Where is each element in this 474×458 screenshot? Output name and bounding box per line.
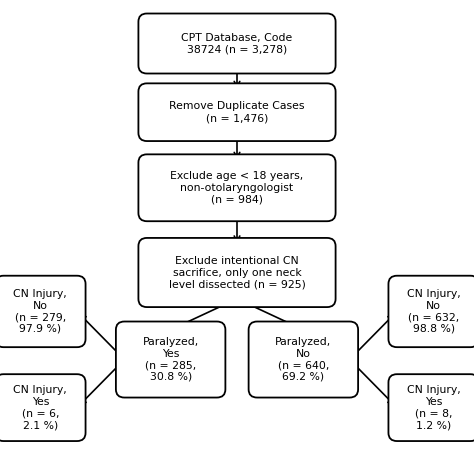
Text: Remove Duplicate Cases
(n = 1,476): Remove Duplicate Cases (n = 1,476) <box>169 101 305 123</box>
Text: Paralyzed,
No
(n = 640,
69.2 %): Paralyzed, No (n = 640, 69.2 %) <box>275 337 331 382</box>
FancyBboxPatch shape <box>138 238 336 307</box>
Text: CN Injury,
Yes
(n = 8,
1.2 %): CN Injury, Yes (n = 8, 1.2 %) <box>407 385 461 430</box>
Text: CN Injury,
No
(n = 632,
98.8 %): CN Injury, No (n = 632, 98.8 %) <box>407 289 461 334</box>
FancyBboxPatch shape <box>138 13 336 74</box>
FancyBboxPatch shape <box>0 374 86 441</box>
FancyBboxPatch shape <box>388 276 474 347</box>
FancyBboxPatch shape <box>388 374 474 441</box>
Text: Exclude intentional CN
sacrifice, only one neck
level dissected (n = 925): Exclude intentional CN sacrifice, only o… <box>169 256 305 289</box>
FancyBboxPatch shape <box>248 322 358 398</box>
Text: CN Injury,
Yes
(n = 6,
2.1 %): CN Injury, Yes (n = 6, 2.1 %) <box>13 385 67 430</box>
FancyBboxPatch shape <box>138 83 336 141</box>
FancyBboxPatch shape <box>116 322 226 398</box>
Text: Paralyzed,
Yes
(n = 285,
30.8 %): Paralyzed, Yes (n = 285, 30.8 %) <box>143 337 199 382</box>
FancyBboxPatch shape <box>138 154 336 221</box>
Text: CPT Database, Code
38724 (n = 3,278): CPT Database, Code 38724 (n = 3,278) <box>182 33 292 55</box>
Text: Exclude age < 18 years,
non-otolaryngologist
(n = 984): Exclude age < 18 years, non-otolaryngolo… <box>170 171 304 204</box>
FancyBboxPatch shape <box>0 276 86 347</box>
Text: CN Injury,
No
(n = 279,
97.9 %): CN Injury, No (n = 279, 97.9 %) <box>13 289 67 334</box>
